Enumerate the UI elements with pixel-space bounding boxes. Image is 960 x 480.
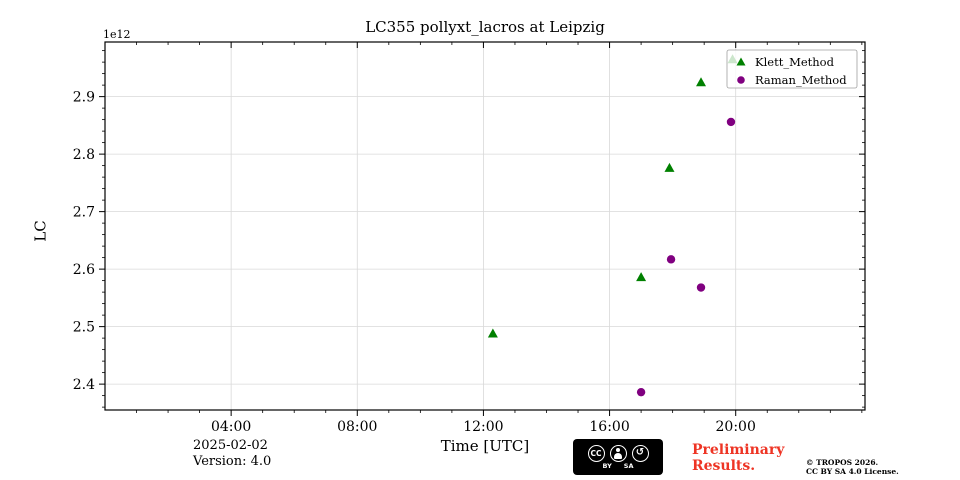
y-axis-label: LC [31,220,50,242]
y-tick-label: 2.9 [73,90,95,106]
y-axis-offset-label: 1e12 [103,28,131,41]
version-label: Version: 4.0 [193,454,272,469]
cc-by-person-icon [609,444,627,462]
legend-marker-triangle [736,57,746,66]
x-tick-label: 04:00 [211,419,251,435]
x-axis-label: Time [UTC] [440,437,530,455]
y-tick-label: 2.7 [73,205,95,221]
cc-icon-row: CC ↺ [587,444,649,462]
data-point-raman_method [696,283,706,292]
data-point-klett_method [487,328,498,338]
data-point-klett_method [664,162,675,172]
legend-label: Klett_Method [755,55,835,69]
data-point-raman_method [666,255,676,264]
legend-box [726,49,858,89]
cc-icon: CC [587,444,605,462]
y-tick-label: 2.6 [73,262,95,278]
plot-border [104,41,866,411]
legend-marker-circle [737,76,745,84]
preliminary-results-note: Preliminary Results. [692,442,785,474]
y-tick-label: 2.5 [73,320,95,336]
chart-title: LC355 pollyxt_lacros at Leipzig [365,18,605,36]
cc-sa-label: SA [623,461,634,470]
cc-license-badge: CC ↺ BY SA [573,439,663,475]
cc-sa-arrow-icon: ↺ [631,444,649,462]
data-point-raman_method [636,387,646,397]
cc-letters: CC [590,448,602,458]
data-point-raman_method [726,117,736,127]
y-tick-label: 2.8 [73,147,95,163]
cc-by-label: BY [602,461,612,470]
footer-date-version: 2025-02-02 Version: 4.0 [193,438,271,470]
x-tick-label: 16:00 [589,419,629,435]
data-point-klett_method [696,77,707,87]
x-tick-label: 12:00 [463,419,503,435]
data-point-klett_method [636,272,647,282]
cc-badge-text: BY SA [602,461,634,470]
x-tick-label: 20:00 [716,419,756,435]
copyright-note: © TROPOS 2026. CC BY SA 4.0 License. [806,458,899,476]
legend-label: Raman_Method [755,73,847,87]
x-tick-label: 08:00 [337,419,377,435]
measurement-date: 2025-02-02 [193,438,268,453]
y-tick-label: 2.4 [73,377,95,393]
